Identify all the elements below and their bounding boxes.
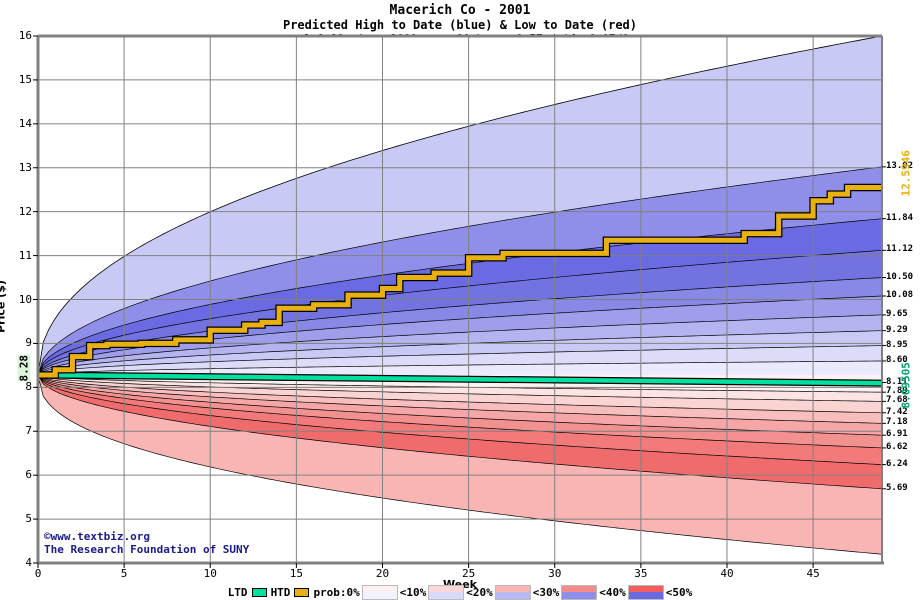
right-value-label: 7.18 (886, 417, 908, 428)
right-value-label: 6.62 (886, 441, 908, 452)
right-value-label: 8.11 (886, 376, 908, 387)
y-tick-label: 9 (25, 336, 32, 350)
chart-title: Macerich Co - 2001 (389, 3, 531, 18)
copyright-site: ©www.textbiz.org (44, 530, 150, 543)
legend-band-swatch (561, 584, 598, 600)
legend-ltd-swatch (251, 587, 267, 597)
y-tick-label: 10 (18, 292, 32, 306)
chart-legend: LTD HTD prob:0% <10% <20% <30% <40% <50% (0, 584, 920, 600)
right-value-label: 11.84 (886, 212, 914, 223)
y-tick-label: 8 (25, 380, 32, 394)
y-tick-label: 5 (25, 512, 32, 526)
y-tick-label: 6 (25, 468, 32, 482)
right-value-label: 10.08 (886, 289, 914, 300)
x-tick-label: 40 (720, 567, 734, 580)
legend-band-swatch (361, 584, 398, 600)
chart-subtitle: Predicted High to Date (blue) & Low to D… (282, 18, 637, 32)
legend-ltd-label: LTD (227, 585, 248, 599)
x-tick-label: 45 (806, 567, 820, 580)
x-tick-label: 35 (634, 567, 648, 580)
right-value-label: 8.60 (886, 354, 908, 365)
right-value-label: 7.68 (886, 395, 908, 406)
x-tick-label: 30 (548, 567, 562, 580)
legend-band-label: <10% (399, 585, 427, 599)
copyright-org: The Research Foundation of SUNY (44, 543, 250, 556)
right-value-label: 9.65 (886, 308, 908, 319)
x-tick-label: 10 (203, 567, 217, 580)
right-value-label: 13.02 (886, 160, 914, 171)
legend-prob-label: prob:0% (313, 585, 360, 599)
right-value-label: 6.24 (886, 458, 908, 469)
x-tick-label: 15 (289, 567, 303, 580)
right-value-label: 5.69 (886, 482, 908, 493)
copyright-block: ©www.textbiz.org The Research Foundation… (44, 530, 249, 556)
right-value-label: 11.12 (886, 244, 914, 255)
legend-band-label: <40% (599, 585, 626, 599)
y-tick-label: 14 (18, 116, 32, 130)
legend-band-label: <50% (665, 585, 693, 599)
legend-htd-label: HTD (270, 585, 291, 599)
x-tick-label: 0 (34, 567, 42, 580)
y-tick-label: 13 (18, 160, 32, 174)
y-tick-label: 11 (18, 248, 32, 262)
right-value-label: 6.91 (886, 429, 908, 440)
y-tick-label: 4 (25, 556, 32, 569)
legend-band-label: <30% (532, 585, 560, 599)
y-tick-label: 15 (18, 72, 32, 86)
y-tick-label: 7 (25, 424, 32, 438)
x-tick-label: 20 (375, 567, 390, 580)
right-value-label: 7.89 (886, 386, 908, 397)
right-value-label: 10.50 (886, 271, 914, 282)
x-tick-label: 25 (461, 567, 476, 580)
right-value-label: 9.29 (886, 324, 908, 335)
legend-band-label: <20% (466, 585, 493, 599)
legend-band-swatch (428, 584, 465, 600)
htd-end-value-label: 12.5946 (899, 149, 913, 197)
right-value-label: 8.95 (886, 339, 908, 350)
y-tick-label: 12 (18, 204, 32, 218)
start-price-label: 8.28 (17, 355, 31, 382)
legend-band-swatch (494, 584, 531, 600)
ltd-end-value-label: 8.09505 (899, 362, 913, 409)
y-tick-label: 16 (18, 29, 32, 42)
x-tick-label: 5 (120, 567, 128, 580)
legend-htd-swatch (294, 587, 310, 597)
right-value-label: 7.42 (886, 406, 908, 417)
legend-band-swatch (627, 584, 664, 600)
